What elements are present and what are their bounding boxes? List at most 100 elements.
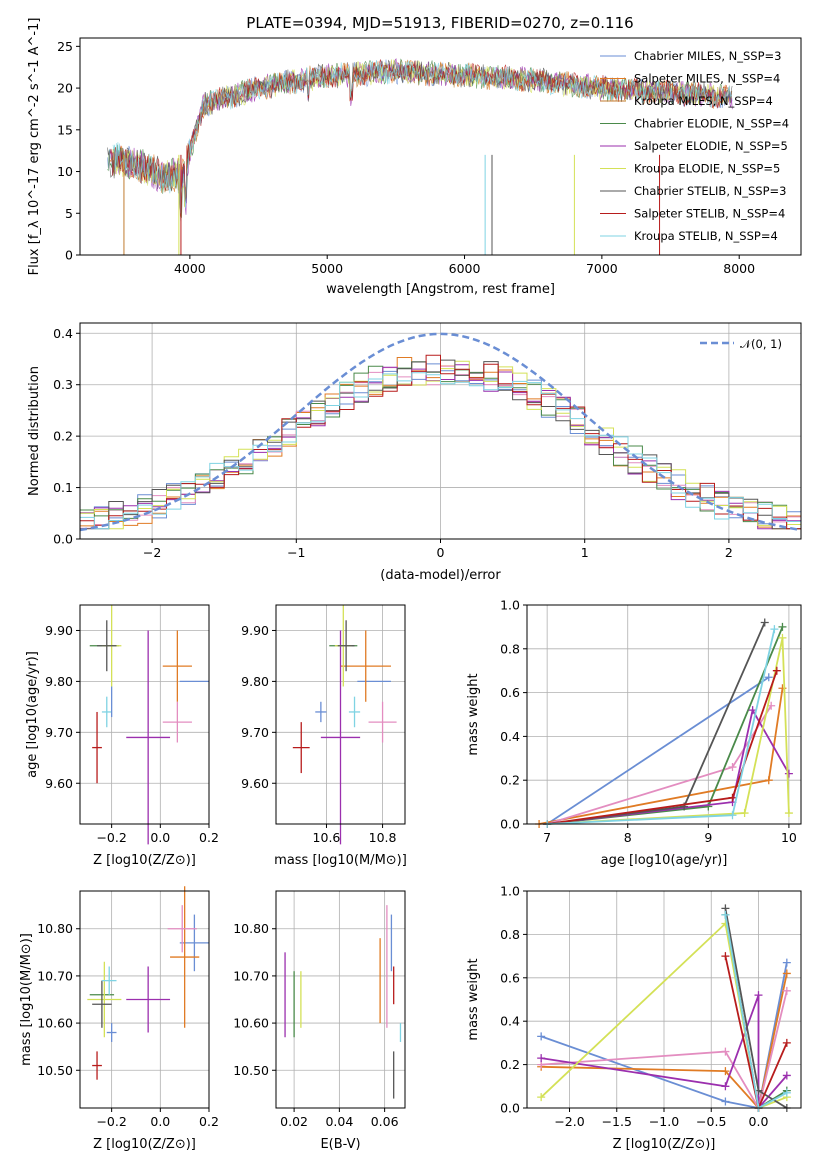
- y-tick-label: 20: [57, 81, 73, 96]
- y-tick-label: 0.2: [500, 1057, 520, 1072]
- y-axis-label: age [log10(age/yr)]: [25, 651, 40, 778]
- x-tick-label: 10.8: [369, 830, 397, 845]
- weight-marker: [704, 802, 713, 811]
- weight-vs-age-panel: 7 8 9 10 0.0 0.2 0.4 0.6 0.8 1.0 age [log10(age/yr…: [466, 598, 802, 868]
- weight-marker: [721, 1082, 730, 1091]
- y-tick-label: 9.90: [241, 623, 269, 638]
- weight-line: [541, 973, 788, 1110]
- y-axis-label: mass [log10(M/M⊙)]: [19, 933, 34, 1066]
- weight-marker: [728, 763, 737, 772]
- y-tick-label: 0.0: [500, 817, 520, 832]
- residual-histogram: [80, 354, 801, 530]
- weight-marker: [721, 910, 730, 919]
- x-tick-label: 8: [624, 830, 632, 845]
- x-tick-label: 5000: [311, 261, 343, 276]
- weight-line: [541, 990, 788, 1111]
- residuals-panel: −2 −1 0 1 2 0.0 0.1 0.2 0.3 0.4 (data-model)/error…: [27, 322, 802, 583]
- y-tick-label: 0.4: [500, 1014, 520, 1029]
- legend-entry: Kroupa MILES, N_SSP=4: [634, 94, 773, 108]
- axes-frame: [79, 604, 210, 825]
- x-tick-label: 0.0: [749, 1114, 769, 1129]
- x-tick-label: 0: [437, 545, 445, 560]
- legend-entry: 𝒩(0, 1): [740, 337, 782, 351]
- normal-curve: [79, 332, 802, 532]
- legend-entry: Kroupa ELODIE, N_SSP=5: [634, 162, 780, 176]
- x-axis-label: E(B-V): [320, 1137, 360, 1152]
- weight-marker: [754, 991, 763, 1000]
- y-tick-label: 10.80: [233, 921, 269, 936]
- x-tick-label: −1.0: [649, 1114, 679, 1129]
- y-axis-label: Normed distribution: [27, 366, 42, 496]
- age-vs-mass-panel: 10.6 10.8 9.60 9.70 9.80 9.90 mass [log10(M/M⊙…: [241, 604, 407, 868]
- y-tick-label: 0.8: [500, 927, 520, 942]
- weight-marker: [537, 1032, 546, 1041]
- y-tick-label: 10.50: [37, 1063, 73, 1078]
- legend-entry: Kroupa STELIB, N_SSP=4: [634, 229, 778, 243]
- weight-line: [546, 676, 770, 825]
- weight-marker: [728, 811, 737, 820]
- y-tick-label: 25: [57, 39, 73, 54]
- x-axis-label: Z [log10(Z/Z⊙)]: [613, 1137, 716, 1152]
- y-tick-label: 9.80: [45, 674, 73, 689]
- weight-marker: [782, 986, 791, 995]
- x-tick-label: 0.2: [199, 1114, 219, 1129]
- weight-marker: [782, 958, 791, 967]
- y-tick-label: 9.60: [241, 776, 269, 791]
- weight-marker: [778, 622, 787, 631]
- weight-marker: [721, 1067, 730, 1076]
- axes-frame: [526, 604, 802, 825]
- y-tick-label: 9.70: [45, 725, 73, 740]
- x-axis-label: Z [log10(Z/Z⊙)]: [93, 1137, 196, 1152]
- spectrum-line: [112, 60, 733, 214]
- y-tick-label: 0.6: [500, 970, 520, 985]
- x-tick-label: 0.02: [280, 1114, 308, 1129]
- weight-marker: [772, 666, 781, 675]
- y-tick-label: 0.0: [500, 1101, 520, 1116]
- mass-vs-ebv-panel: 0.02 0.04 0.06 10.50 10.60 10.70 10.80 E(B-V): [233, 890, 406, 1152]
- axes-frame: [275, 890, 406, 1109]
- y-tick-label: 10.60: [37, 1016, 73, 1031]
- x-tick-label: −2: [143, 545, 161, 560]
- y-tick-label: 10.50: [233, 1063, 269, 1078]
- y-axis-label: mass weight: [466, 958, 481, 1040]
- x-tick-label: 2: [725, 545, 733, 560]
- x-tick-label: −1: [287, 545, 305, 560]
- weight-marker: [537, 1093, 546, 1102]
- y-tick-label: 0.6: [500, 685, 520, 700]
- weight-marker: [782, 1088, 791, 1097]
- age-vs-metallicity-panel: −0.2 0.0 0.2 9.60 9.70 9.80 9.90 Z [log10(Z/Z⊙)…: [25, 604, 219, 868]
- figure-title: PLATE=0394, MJD=51913, FIBERID=0270, z=0…: [246, 14, 633, 32]
- y-tick-label: 10.80: [37, 921, 73, 936]
- x-axis-label: age [log10(age/yr)]: [601, 853, 728, 868]
- weight-marker: [784, 809, 793, 818]
- y-axis-label: Flux [f_λ 10^-17 erg cm^-2 s^-1 A^-1]: [27, 18, 42, 276]
- x-tick-label: 7: [543, 830, 551, 845]
- axes-frame: [526, 890, 802, 1109]
- y-tick-label: 0.4: [53, 326, 73, 341]
- legend-entry: Salpeter STELIB, N_SSP=4: [634, 207, 785, 221]
- weight-marker: [721, 1047, 730, 1056]
- y-tick-label: 10.70: [233, 968, 269, 983]
- x-tick-label: −0.2: [96, 1114, 126, 1129]
- y-tick-label: 10.70: [37, 968, 73, 983]
- legend-entry: Chabrier MILES, N_SSP=3: [634, 49, 781, 63]
- spectrum-line: [109, 59, 727, 218]
- x-tick-label: 0.0: [150, 1114, 170, 1129]
- x-tick-label: 10.6: [313, 830, 341, 845]
- x-axis-label: Z [log10(Z/Z⊙)]: [93, 853, 196, 868]
- weight-marker: [782, 1038, 791, 1047]
- y-tick-label: 0.8: [500, 641, 520, 656]
- legend-entry: Chabrier ELODIE, N_SSP=4: [634, 117, 789, 131]
- y-tick-label: 10.60: [233, 1016, 269, 1031]
- legend-entry: Salpeter MILES, N_SSP=4: [634, 72, 780, 86]
- y-tick-label: 9.90: [45, 623, 73, 638]
- weight-marker: [728, 793, 737, 802]
- x-tick-label: 9: [704, 830, 712, 845]
- x-tick-label: 10: [781, 830, 797, 845]
- x-tick-label: 0.0: [150, 830, 170, 845]
- residual-histogram: [80, 372, 801, 530]
- y-tick-label: 0.4: [500, 729, 520, 744]
- legend-entry: Chabrier STELIB, N_SSP=3: [634, 184, 786, 198]
- y-tick-label: 5: [65, 206, 73, 221]
- weight-marker: [784, 769, 793, 778]
